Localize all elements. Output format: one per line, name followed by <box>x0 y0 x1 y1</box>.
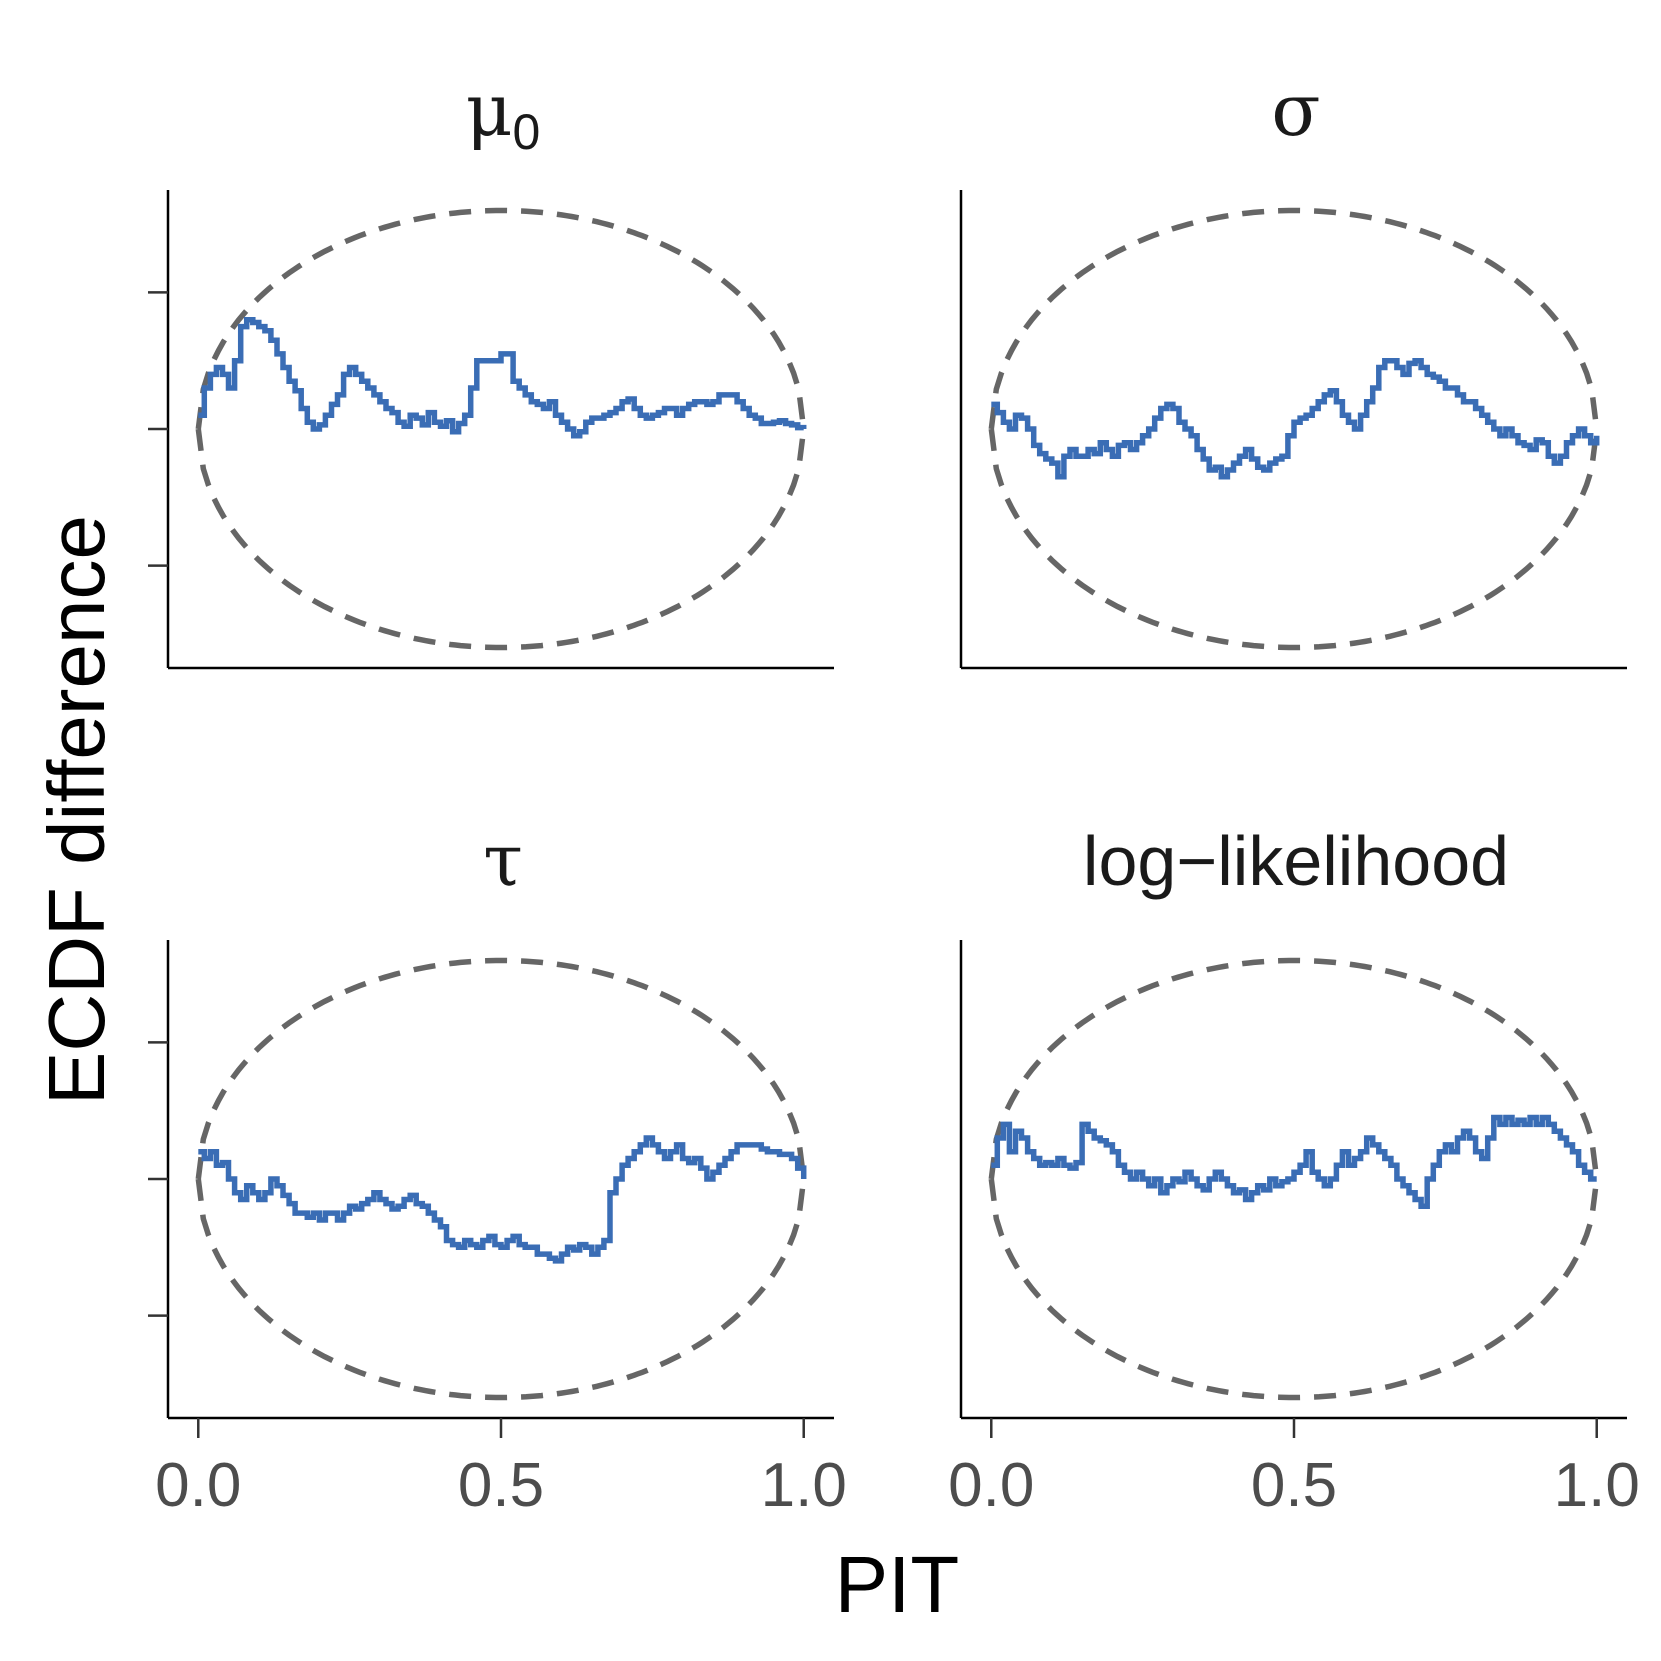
band-upper <box>195 207 807 430</box>
band-lower <box>988 428 1600 651</box>
panel-title: μ0 <box>466 68 541 160</box>
panel-title: log−likelihood <box>1083 822 1509 900</box>
x-tick-label: 1.0 <box>1554 1451 1640 1520</box>
panel-4: log−likelihood 0.0 0.5 1.0 <box>948 822 1640 1520</box>
x-tick-label: 1.0 <box>761 1451 847 1520</box>
x-tick-label: 0.5 <box>458 1451 544 1520</box>
y-axis-title: ECDF difference <box>32 515 121 1105</box>
x-tick-label: 0.0 <box>155 1451 241 1520</box>
band-lower <box>988 1178 1600 1401</box>
band-upper <box>988 207 1600 430</box>
band-lower <box>195 428 807 651</box>
x-tick-label: 0.0 <box>948 1451 1034 1520</box>
ecdf-line <box>991 1114 1597 1210</box>
panel-2: σ <box>959 68 1627 670</box>
band-lower <box>195 1178 807 1401</box>
x-axis-title: PIT <box>835 1540 959 1629</box>
band-upper <box>988 957 1600 1180</box>
panel-title: τ <box>483 818 523 902</box>
band-upper <box>195 957 807 1180</box>
ecdf-line <box>198 316 807 439</box>
panel-3: τ 0.0 0.5 1.0 <box>148 818 847 1520</box>
facet-panels: μ0 σ τ 0.0 0.5 1.0 log−likelihood 0.0 0.5 1.0 <box>148 68 1640 1520</box>
panel-title: σ <box>1271 68 1320 152</box>
ecdf-line <box>991 357 1600 480</box>
panel-1: μ0 <box>148 68 834 670</box>
x-tick-label: 0.5 <box>1251 1451 1337 1520</box>
ecdf-line <box>198 1135 807 1264</box>
